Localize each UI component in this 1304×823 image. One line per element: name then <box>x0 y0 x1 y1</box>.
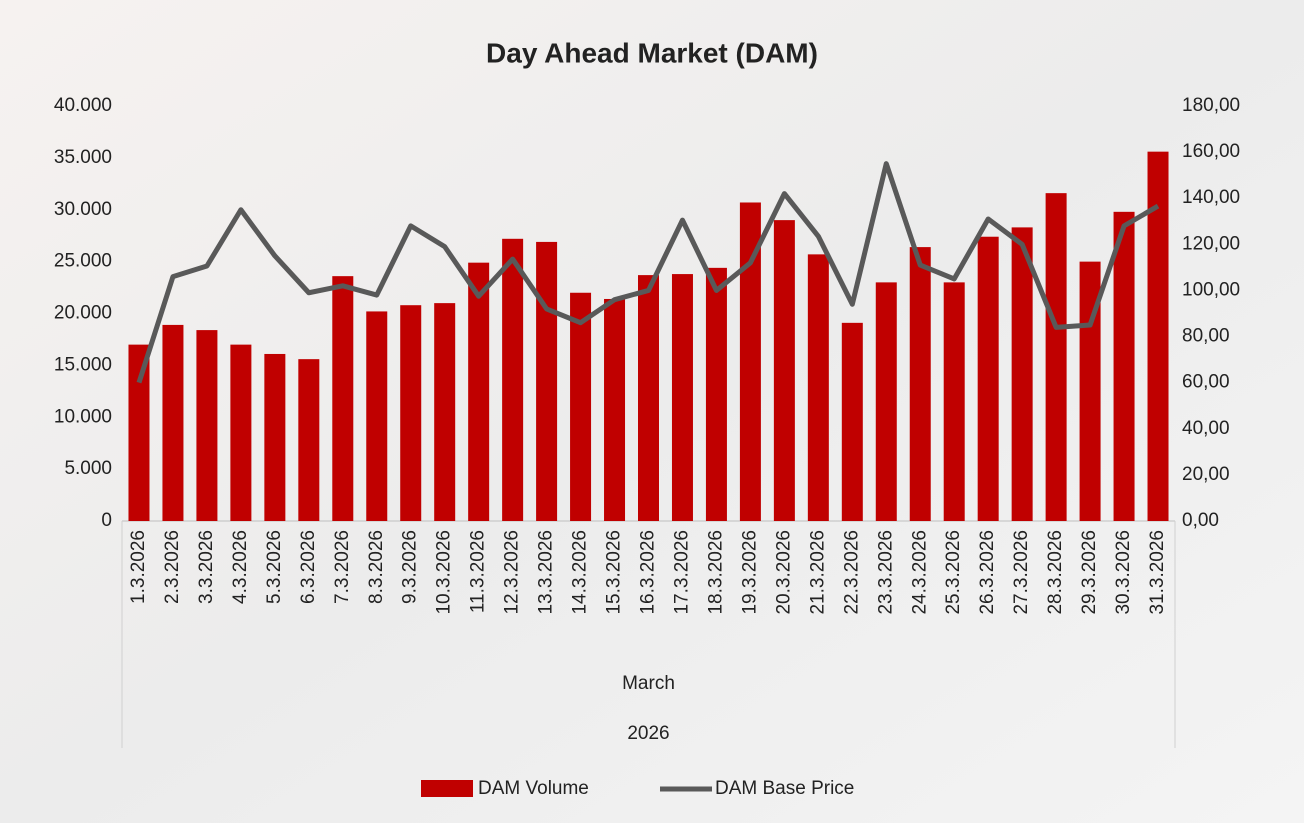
bar <box>502 238 524 522</box>
y2-tick-label: 140,00 <box>1182 187 1240 208</box>
x-tick-label: 21.3.2026 <box>807 530 828 615</box>
x-tick-label: 11.3.2026 <box>468 530 489 613</box>
y-tick-label: 25.000 <box>54 251 112 272</box>
y2-tick-label: 120,00 <box>1182 233 1240 254</box>
y2-tick-label: 40,00 <box>1182 418 1230 439</box>
y2-tick-label: 20,00 <box>1182 464 1230 485</box>
bar <box>230 344 252 521</box>
x-tick-label: 24.3.2026 <box>909 530 930 615</box>
y2-tick-label: 0,00 <box>1182 510 1219 531</box>
bar <box>739 202 761 522</box>
x-tick-label: 23.3.2026 <box>875 530 896 615</box>
x-tick-label: 4.3.2026 <box>230 530 251 604</box>
x-tick-label: 14.3.2026 <box>570 530 591 615</box>
bar <box>264 353 286 521</box>
bar <box>943 282 965 521</box>
bar <box>434 303 456 521</box>
x-tick-label: 15.3.2026 <box>604 530 625 615</box>
y2-tick-label: 100,00 <box>1182 279 1240 300</box>
y-tick-label: 30.000 <box>54 199 112 220</box>
x-tick-label: 30.3.2026 <box>1113 530 1134 615</box>
bar <box>196 330 218 521</box>
x-tick-label: 29.3.2026 <box>1079 530 1100 615</box>
bar <box>332 276 354 521</box>
legend-label: DAM Base Price <box>715 778 854 799</box>
y2-tick-label: 180,00 <box>1182 95 1240 116</box>
bar <box>841 322 863 521</box>
bar <box>1011 227 1033 521</box>
line <box>136 161 1160 384</box>
bar <box>468 262 490 521</box>
bar <box>773 220 795 521</box>
x-tick-label: 16.3.2026 <box>638 530 659 615</box>
bar <box>1113 211 1135 521</box>
x-tick-label: 10.3.2026 <box>434 530 455 615</box>
y-tick-label: 15.000 <box>54 354 112 375</box>
bar <box>162 324 184 521</box>
x-tick-label: 22.3.2026 <box>841 530 862 615</box>
x-tick-label: 2.3.2026 <box>162 530 183 604</box>
x-tick-label: 6.3.2026 <box>298 530 319 604</box>
bar <box>977 236 999 521</box>
x-tick-label: 20.3.2026 <box>773 530 794 615</box>
x-tick-label: 8.3.2026 <box>366 530 387 604</box>
x-tick-label: 26.3.2026 <box>977 530 998 615</box>
bar <box>366 311 388 521</box>
x-tick-label: 7.3.2026 <box>332 530 353 604</box>
x-tick-label: 28.3.2026 <box>1045 530 1066 615</box>
bar <box>128 344 150 521</box>
chart-title: Day Ahead Market (DAM) <box>486 37 818 68</box>
bar <box>1045 193 1067 521</box>
y-tick-label: 20.000 <box>54 303 112 324</box>
x-tick-label: 9.3.2026 <box>400 530 421 604</box>
y-tick-label: 35.000 <box>54 147 112 168</box>
y2-tick-label: 80,00 <box>1182 326 1230 347</box>
bar <box>671 274 693 521</box>
x-tick-label: 3.3.2026 <box>196 530 217 604</box>
y-tick-label: 5.000 <box>64 458 112 479</box>
x-tick-label: 12.3.2026 <box>502 530 523 615</box>
y2-tick-label: 160,00 <box>1182 141 1240 162</box>
bar <box>1147 151 1169 521</box>
x-tick-label: 19.3.2026 <box>739 530 760 615</box>
legend-swatch <box>421 780 473 797</box>
bar <box>298 359 320 521</box>
bar <box>807 254 829 522</box>
x-tick-label: 1.3.2026 <box>128 530 149 604</box>
bar <box>604 298 626 521</box>
x-group-label: March <box>622 673 675 694</box>
legend-label: DAM Volume <box>478 778 589 799</box>
bar <box>570 292 592 521</box>
y-tick-label: 10.000 <box>54 406 112 427</box>
x-tick-label: 31.3.2026 <box>1147 530 1168 615</box>
x-tick-label: 27.3.2026 <box>1011 530 1032 615</box>
bar <box>536 241 558 521</box>
x-tick-label: 17.3.2026 <box>671 530 692 615</box>
x-tick-label: 5.3.2026 <box>264 530 285 604</box>
bar <box>705 267 727 521</box>
y2-tick-label: 60,00 <box>1182 372 1230 393</box>
bar <box>638 275 659 521</box>
bar <box>909 247 931 521</box>
x-tick-label: 18.3.2026 <box>705 530 726 615</box>
bar <box>400 305 422 521</box>
y-tick-label: 40.000 <box>54 95 112 116</box>
x-group-label: 2026 <box>627 723 669 744</box>
x-tick-label: 25.3.2026 <box>943 530 964 615</box>
x-tick-label: 13.3.2026 <box>536 530 557 615</box>
bar <box>875 282 897 521</box>
y-tick-label: 0 <box>101 510 112 531</box>
